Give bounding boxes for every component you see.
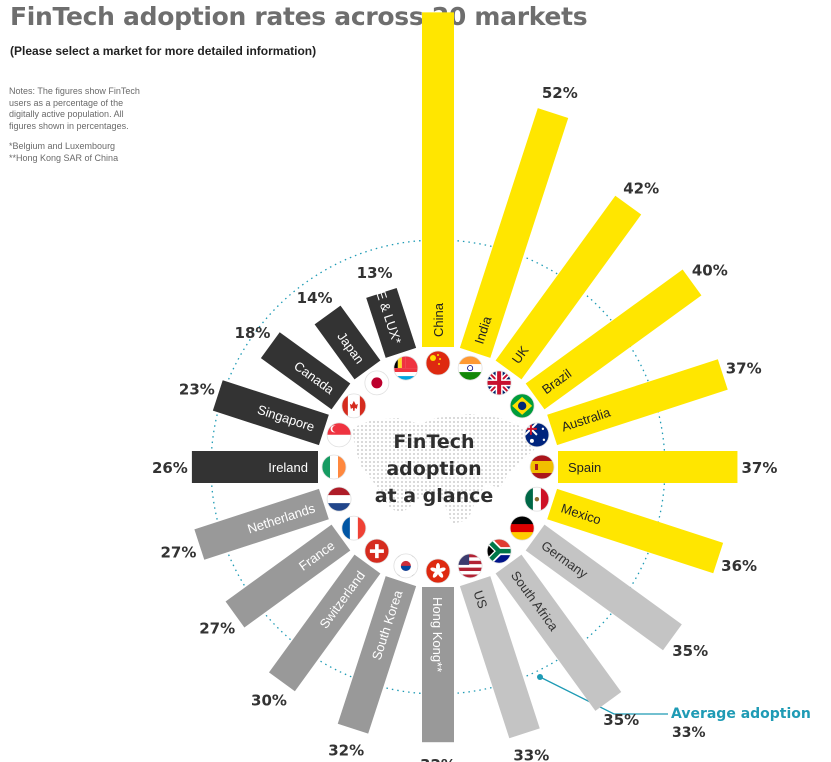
france-flag-icon[interactable]: [341, 515, 367, 541]
south-korea-flag-icon[interactable]: [393, 553, 419, 579]
bars-layer: China69%India52%UK42%Brazil40%Australia3…: [152, 0, 777, 762]
bar-rect-be-lux[interactable]: [366, 287, 417, 358]
average-adoption-value: 33%: [672, 725, 706, 741]
bar-rect-france[interactable]: [225, 524, 351, 628]
value-label-uk: 42%: [623, 179, 659, 197]
india-flag-icon[interactable]: [457, 355, 483, 381]
australia-flag-icon[interactable]: [524, 422, 550, 448]
uk-flag-icon[interactable]: [486, 370, 512, 396]
value-label-japan: 14%: [297, 289, 333, 307]
average-adoption-label: Average adoption: [671, 706, 811, 722]
center-title-line-2: adoption: [386, 458, 481, 480]
value-label-canada: 18%: [235, 324, 271, 342]
bar-label-china: China: [431, 302, 446, 337]
brazil-flag-icon[interactable]: [509, 393, 535, 419]
bar-label-ireland: Ireland: [268, 460, 308, 475]
center-title-line-1: FinTech: [393, 431, 474, 453]
bar-ireland[interactable]: Ireland: [191, 451, 318, 483]
value-label-france: 27%: [199, 619, 235, 637]
bar-australia[interactable]: Australia: [547, 359, 728, 446]
canada-flag-icon[interactable]: [341, 393, 367, 419]
bar-rect-spain[interactable]: [558, 451, 738, 483]
bar-rect-brazil[interactable]: [525, 269, 702, 410]
value-label-switzerland: 30%: [251, 692, 287, 710]
singapore-flag-icon[interactable]: [326, 422, 352, 448]
bar-be-lux[interactable]: BE & LUX*: [363, 278, 417, 358]
bar-rect-south-africa[interactable]: [495, 554, 622, 711]
bar-spain[interactable]: Spain: [558, 451, 738, 483]
value-label-hong-kong: 32%: [420, 756, 456, 762]
value-label-singapore: 23%: [179, 381, 215, 399]
bar-japan[interactable]: Japan: [314, 305, 381, 380]
us-flag-icon[interactable]: [457, 553, 483, 579]
center-title: FinTech adoption at a glance: [375, 431, 494, 507]
bar-label-spain: Spain: [568, 460, 601, 475]
bar-china[interactable]: China: [422, 12, 454, 347]
value-label-germany: 35%: [672, 642, 708, 660]
bar-rect-switzerland[interactable]: [268, 554, 381, 692]
belgium-luxembourg-flag-icon[interactable]: [393, 355, 419, 381]
bar-hong-kong[interactable]: Hong Kong**: [422, 586, 454, 743]
value-label-ireland: 26%: [152, 459, 188, 477]
netherlands-flag-icon[interactable]: [326, 486, 352, 512]
bar-india[interactable]: India: [459, 108, 569, 358]
world-map-background: [352, 414, 538, 524]
bar-rect-hong-kong[interactable]: [422, 586, 454, 743]
notes-text: Notes: The figures show FinTech users as…: [9, 86, 140, 131]
bar-uk[interactable]: UK: [495, 195, 642, 380]
value-label-spain: 37%: [741, 459, 777, 477]
china-flag-icon[interactable]: [425, 350, 451, 376]
spain-flag-icon[interactable]: [529, 454, 555, 480]
bar-rect-singapore[interactable]: [212, 380, 329, 446]
bar-label-us: US: [471, 588, 491, 610]
average-callout-line: [539, 676, 668, 715]
value-label-netherlands: 27%: [160, 543, 196, 561]
page-title: FinTech adoption rates across 20 markets: [10, 2, 588, 31]
bar-rect-china[interactable]: [422, 12, 454, 347]
value-label-south-korea: 32%: [328, 742, 364, 760]
japan-flag-icon[interactable]: [364, 370, 390, 396]
page-subtitle: (Please select a market for more detaile…: [10, 44, 317, 58]
bar-rect-canada[interactable]: [260, 332, 351, 410]
bar-rect-netherlands[interactable]: [194, 488, 329, 560]
bar-mexico[interactable]: Mexico: [547, 488, 724, 574]
bar-label-hong-kong: Hong Kong**: [430, 597, 445, 672]
bar-rect-uk[interactable]: [495, 195, 642, 380]
bar-rect-ireland[interactable]: [191, 451, 318, 483]
bar-rect-mexico[interactable]: [547, 488, 724, 574]
value-label-brazil: 40%: [692, 262, 728, 280]
value-label-mexico: 36%: [721, 557, 757, 575]
value-label-south-africa: 35%: [603, 711, 639, 729]
bar-brazil[interactable]: Brazil: [525, 269, 702, 410]
center-title-line-3: at a glance: [375, 485, 494, 507]
footnote-hong-kong: **Hong Kong SAR of China: [9, 152, 119, 163]
bar-rect-india[interactable]: [459, 108, 569, 358]
mexico-flag-icon[interactable]: [524, 486, 550, 512]
south-africa-flag-icon[interactable]: [486, 538, 512, 564]
hong-kong-flag-icon[interactable]: [425, 558, 451, 584]
notes-panel: Notes: The figures show FinTech users as…: [9, 86, 141, 164]
bar-us[interactable]: US: [459, 576, 540, 739]
germany-flag-icon[interactable]: [509, 515, 535, 541]
bar-rect-australia[interactable]: [547, 359, 728, 446]
value-label-us: 33%: [513, 746, 549, 762]
bar-rect-germany[interactable]: [525, 524, 682, 651]
value-label-be-lux: 13%: [357, 264, 393, 282]
footnote-belgium-luxembourg: *Belgium and Luxembourg: [9, 141, 116, 151]
bar-rect-south-korea[interactable]: [337, 576, 417, 734]
bar-rect-japan[interactable]: [314, 305, 381, 380]
switzerland-flag-icon[interactable]: [364, 538, 390, 564]
value-label-australia: 37%: [726, 360, 762, 378]
bar-rect-us[interactable]: [459, 576, 540, 739]
ireland-flag-icon[interactable]: [321, 454, 347, 480]
value-label-india: 52%: [542, 84, 578, 102]
